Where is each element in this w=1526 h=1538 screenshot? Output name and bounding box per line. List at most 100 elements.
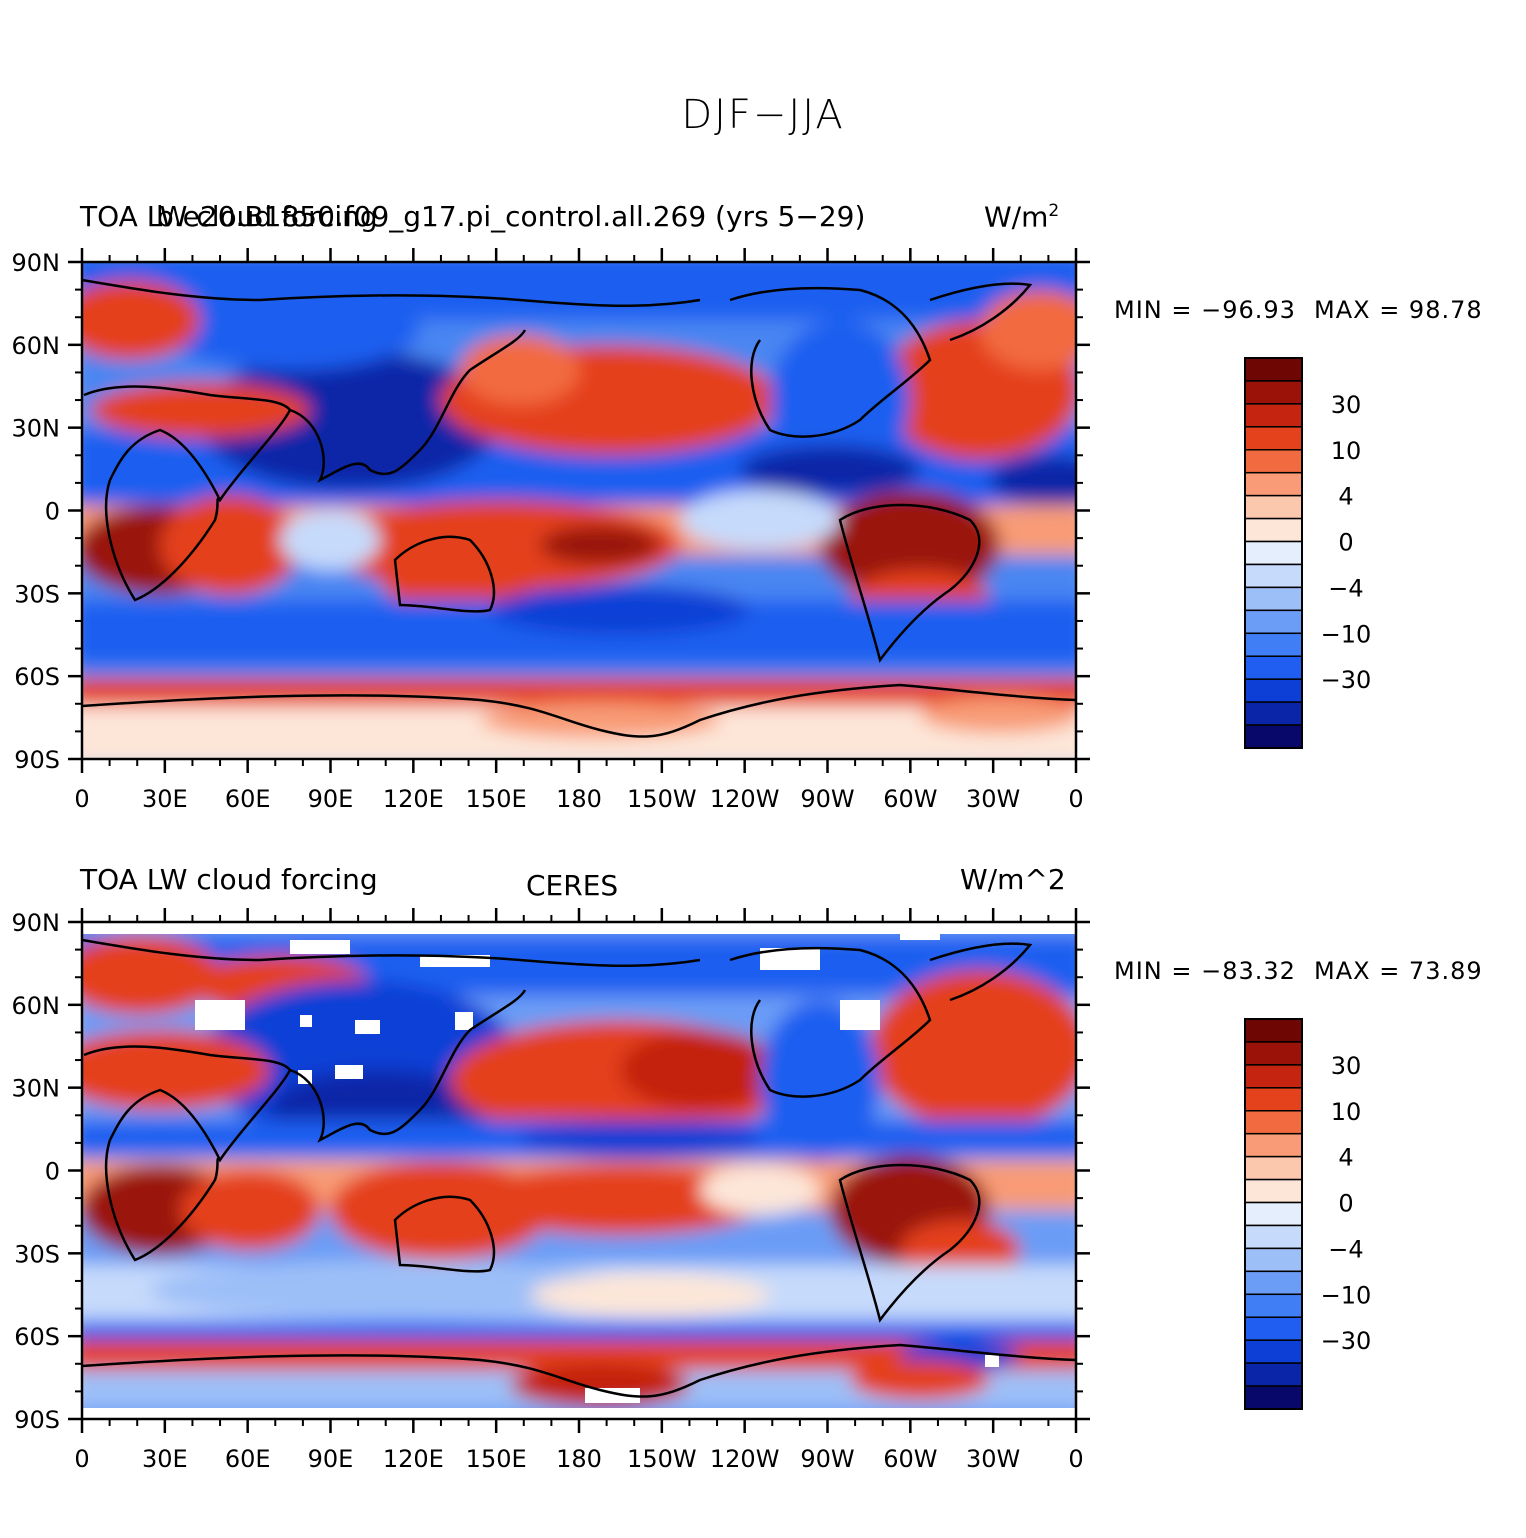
panel1-lon-label: 30E [142, 785, 188, 813]
panel2-lon-label: 120W [710, 1445, 780, 1473]
panel2-lon-label: 180 [556, 1445, 602, 1473]
panel2-colorbar-box [1244, 1178, 1303, 1204]
panel2-left-string: TOA LW cloud forcing [80, 863, 378, 896]
panel1-colorbar-box [1244, 380, 1303, 405]
panel1-colorbar-box [1244, 655, 1303, 680]
panel1-lon-label: 0 [74, 785, 89, 813]
panel1-colorbar-box [1244, 449, 1303, 474]
panel2-colorbar-box [1244, 1247, 1303, 1273]
panel2-colorbar-box [1244, 1362, 1303, 1387]
panel1-colorbar-label: 0 [1338, 529, 1353, 557]
panel1-colorbar-box [1244, 609, 1303, 635]
panel2-lon-label: 90W [800, 1445, 854, 1473]
panel2-colorbar-box [1244, 1018, 1303, 1043]
panel1-lat-label: 30S [14, 580, 60, 608]
panel2-lat-label: 90N [12, 909, 61, 937]
panel1-lat-label: 0 [45, 498, 60, 526]
panel2-colorbar-box [1244, 1064, 1303, 1089]
panel1-colorbar-box [1244, 471, 1303, 497]
panel1-lon-label: 120W [710, 785, 780, 813]
panel1-colorbar-box [1244, 724, 1303, 749]
panel1-colorbar-box [1244, 540, 1303, 566]
panel2-lon-label: 150W [627, 1445, 697, 1473]
panel1-lon-label: 90W [800, 785, 854, 813]
panel1-colorbar-box [1244, 517, 1303, 543]
panel2-colorbar-label: −4 [1328, 1235, 1363, 1263]
panel2-lat-label: 60S [14, 1323, 60, 1351]
panel2-lat-label: 0 [45, 1158, 60, 1186]
panel2-colorbar-box [1244, 1293, 1303, 1318]
panel1-lon-label: 180 [556, 785, 602, 813]
panel2-colorbar-box [1244, 1270, 1303, 1296]
panel1-map: 90N 60N 30N 0 30S 60S 90S 0 30E 60E 90E 120E 150E 180… [12, 248, 1090, 813]
panel2-colorbar-frame [1244, 1018, 1303, 1410]
panel2-colorbar-box [1244, 1087, 1303, 1112]
panel1-lat-label: 60N [12, 332, 61, 360]
panel2-lon-label: 0 [1068, 1445, 1083, 1473]
panel2-lon-label: 0 [74, 1445, 89, 1473]
panel2-colorbar-label: 4 [1338, 1144, 1353, 1172]
panel2-max-label: MAX = 73.89 [1314, 957, 1483, 985]
panel1-min-label: MIN = −96.93 [1114, 296, 1296, 324]
panel1-lat-label: 60S [14, 663, 60, 691]
panel2-lon-label: 30E [142, 1445, 188, 1473]
panel1-axes: 90N 60N 30N 0 30S 60S 90S 0 30E 60E 90E 120E 150E 180… [12, 248, 1090, 813]
panel2-colorbar-box [1244, 1110, 1303, 1135]
panel1-colorbar-box [1244, 357, 1303, 382]
panel2-colorbar: 30 10 4 0 −4 −10 −30 [1244, 1018, 1372, 1410]
panel2-colorbar-box [1244, 1041, 1303, 1066]
panel2-colorbar-box [1244, 1201, 1303, 1227]
panel1-lon-label: 0 [1068, 785, 1083, 813]
panel2-colorbar-box [1244, 1339, 1303, 1364]
panel2-lat-label: 60N [12, 992, 61, 1020]
panel2-lon-label: 150E [466, 1445, 527, 1473]
panel2-lon-label: 60E [225, 1445, 271, 1473]
panel1-lat-label: 90S [14, 746, 60, 774]
panel2-center-string: CERES [526, 869, 619, 902]
panel2-colorbar-box [1244, 1385, 1303, 1410]
panel1-coastlines [82, 278, 1076, 738]
panel1-lat-label: 30N [12, 415, 61, 443]
panel1-colorbar-box [1244, 426, 1303, 451]
panel1-colorbar-label: 30 [1331, 391, 1362, 419]
panel1-lon-label: 30W [966, 785, 1020, 813]
panel2-colorbar-label: −30 [1321, 1327, 1372, 1355]
panel1-colorbar-label: 4 [1338, 483, 1353, 511]
panel2-colorbar-box [1244, 1316, 1303, 1341]
panel1-left-string: TOA LW cloud forcing [80, 200, 378, 233]
panel2-lon-label: 90E [308, 1445, 354, 1473]
panel1-center-string: b.e20.B1850.f09_g17.pi_control.all.269 (… [156, 200, 866, 233]
panel2-colorbar-label: 0 [1338, 1190, 1353, 1218]
panel2-lon-label: 120E [383, 1445, 444, 1473]
panel1-colorbar-label: −30 [1321, 666, 1372, 694]
panel2-colorbar-box [1244, 1155, 1303, 1181]
panel1-max-label: MAX = 98.78 [1314, 296, 1483, 324]
panel1-lon-label: 150E [466, 785, 527, 813]
panel2-lon-label: 30W [966, 1445, 1020, 1473]
panel2-lon-label: 60W [883, 1445, 937, 1473]
panel2-lat-label: 90S [14, 1406, 60, 1434]
panel1-units-text: W/m [984, 200, 1049, 234]
panel1-units: W/m2 [984, 203, 1059, 231]
panel1-lat-label: 90N [12, 249, 61, 277]
panel1-lon-label: 60W [883, 785, 937, 813]
panel1-colorbar: 30 10 4 0 −4 −10 −30 [1244, 357, 1372, 749]
panel1-colorbar-box [1244, 403, 1303, 428]
panel2-colorbar-box [1244, 1132, 1303, 1158]
panel2-colorbar-label: −10 [1321, 1281, 1372, 1309]
panel2-lat-label: 30N [12, 1075, 61, 1103]
panel2-colorbar-label: 30 [1331, 1052, 1362, 1080]
panel2-missing-data [82, 922, 1076, 1419]
panel2-colorbar-label: 10 [1331, 1098, 1362, 1126]
panel1-colorbar-box [1244, 494, 1303, 520]
panel1-colorbar-box [1244, 632, 1303, 657]
panel1-colorbar-label: −10 [1321, 620, 1372, 648]
panel2-units: W/m^2 [960, 863, 1066, 896]
figure-title: DJF−JJA [681, 92, 845, 138]
panel1-colorbar-box [1244, 701, 1303, 726]
panel1-colorbar-frame [1244, 357, 1303, 749]
panel1-colorbar-label: −4 [1328, 574, 1363, 602]
panel2-axes: 90N 60N 30N 0 30S 60S 90S 0 30E 60E 90E 120E 150E 180… [12, 908, 1090, 1473]
